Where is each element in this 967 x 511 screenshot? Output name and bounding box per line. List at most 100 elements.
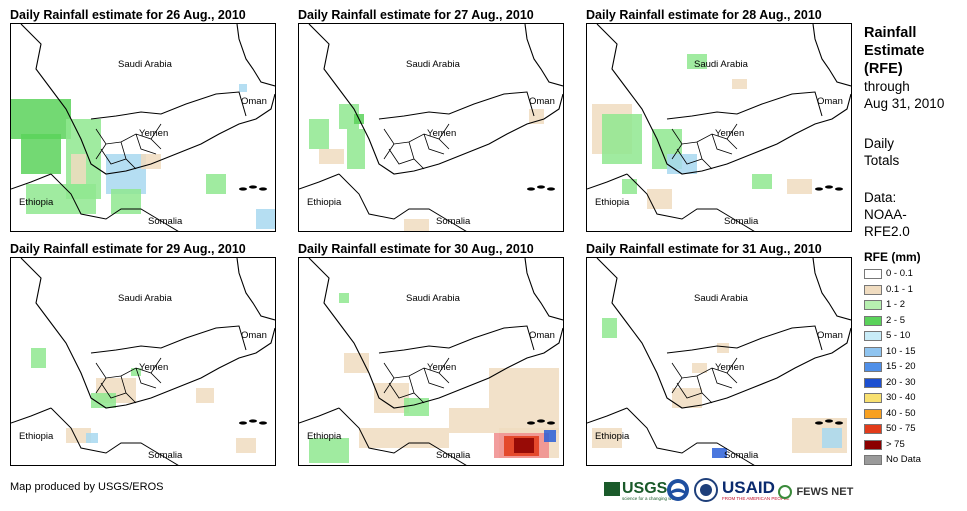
legend-swatch bbox=[864, 300, 882, 310]
map-label-saudi: Saudi Arabia bbox=[118, 59, 172, 70]
fews-net-text: FEWS NET bbox=[796, 485, 854, 498]
oman-coastline bbox=[236, 258, 275, 321]
map-label-yemen: Yemen bbox=[427, 128, 457, 139]
rainfall-area bbox=[717, 343, 729, 353]
legend-swatch bbox=[864, 393, 882, 403]
rainfall-area bbox=[236, 438, 256, 453]
map-svg bbox=[11, 24, 275, 231]
oman-coastline bbox=[524, 258, 563, 321]
map-label-ethiopia: Ethiopia bbox=[595, 197, 630, 208]
rainfall-area bbox=[732, 79, 747, 89]
map-panel-2: Saudi Arabia Oman Yemen Ethiopia Somalia bbox=[298, 23, 564, 232]
governorate-borders bbox=[671, 357, 738, 404]
map-svg bbox=[587, 24, 851, 231]
legend-swatch bbox=[864, 408, 882, 419]
oman-coastline bbox=[812, 24, 851, 87]
rainfall-area bbox=[239, 84, 247, 92]
rainfall-area bbox=[86, 433, 98, 443]
rainfall-area bbox=[26, 184, 96, 214]
oman-coastline bbox=[812, 258, 851, 321]
doi-seal bbox=[694, 478, 718, 507]
island bbox=[825, 185, 833, 189]
coastline bbox=[20, 258, 275, 409]
africa-coastline bbox=[50, 407, 179, 465]
legend-swatch bbox=[864, 439, 882, 450]
island bbox=[239, 421, 247, 425]
legend-swatch bbox=[864, 331, 882, 341]
rainfall-area bbox=[692, 363, 707, 373]
side-title-line2: Estimate bbox=[864, 43, 925, 59]
rainfall-area bbox=[71, 154, 86, 184]
rainfall-area bbox=[489, 368, 559, 408]
fews-net-icon bbox=[778, 484, 792, 499]
rainfall-area bbox=[339, 293, 349, 303]
map-svg bbox=[299, 258, 563, 465]
legend-label: 30 - 40 bbox=[886, 392, 916, 403]
rainfall-area bbox=[131, 368, 141, 376]
country-border bbox=[90, 325, 247, 354]
map-panel-5: Saudi Arabia Oman Yemen Ethiopia Somalia bbox=[298, 257, 564, 466]
coastline bbox=[308, 258, 563, 409]
map-label-yemen: Yemen bbox=[427, 362, 457, 373]
side-data: Data: NOAA- RFE2.0 bbox=[864, 189, 910, 240]
map-label-oman: Oman bbox=[241, 330, 267, 341]
rainfall-area bbox=[309, 119, 329, 149]
legend-swatch bbox=[864, 269, 882, 279]
map-label-somalia: Somalia bbox=[436, 450, 471, 461]
map-label-oman: Oman bbox=[241, 96, 267, 107]
side-title: Rainfall Estimate (RFE) through Aug 31, … bbox=[864, 24, 944, 112]
coastline bbox=[20, 24, 275, 175]
panel-title-3: Daily Rainfall estimate for 28 Aug., 201… bbox=[586, 8, 822, 22]
map-panel-6: Saudi Arabia Oman Yemen Ethiopia Somalia bbox=[586, 257, 852, 466]
country-border bbox=[90, 91, 247, 120]
island bbox=[239, 187, 247, 191]
legend-label: No Data bbox=[886, 454, 921, 465]
rainfall-area bbox=[359, 428, 449, 448]
island bbox=[527, 187, 535, 191]
side-daily-1: Daily bbox=[864, 136, 895, 151]
africa-coastline bbox=[587, 407, 628, 424]
governorate-borders bbox=[383, 123, 450, 170]
africa-coastline bbox=[338, 173, 467, 231]
legend-label: > 75 bbox=[886, 438, 905, 450]
africa-coastline bbox=[11, 173, 52, 190]
panel-title-1: Daily Rainfall estimate for 26 Aug., 201… bbox=[10, 8, 246, 22]
island bbox=[537, 185, 545, 189]
map-label-saudi: Saudi Arabia bbox=[406, 59, 460, 70]
africa-coastline bbox=[299, 173, 340, 190]
legend-label: 5 - 10 bbox=[886, 330, 911, 341]
map-panel-4: Saudi Arabia Oman Yemen Ethiopia Somalia bbox=[10, 257, 276, 466]
map-panel-3: Saudi Arabia Oman Yemen Ethiopia Somalia bbox=[586, 23, 852, 232]
governorate-borders bbox=[671, 123, 738, 170]
rainfall-area bbox=[309, 438, 349, 463]
coastline bbox=[596, 24, 851, 175]
island bbox=[249, 185, 257, 189]
legend-label: 1 - 2 bbox=[886, 299, 906, 310]
panel-title-2: Daily Rainfall estimate for 27 Aug., 201… bbox=[298, 8, 534, 22]
rainfall-area bbox=[31, 348, 46, 368]
footer-credit: Map produced by USGS/EROS bbox=[10, 481, 164, 493]
side-title-line1: Rainfall bbox=[864, 25, 917, 41]
rainfall-area bbox=[206, 174, 226, 194]
map-label-oman: Oman bbox=[817, 330, 843, 341]
map-label-ethiopia: Ethiopia bbox=[595, 431, 630, 442]
map-label-yemen: Yemen bbox=[139, 128, 169, 139]
map-label-somalia: Somalia bbox=[148, 450, 183, 461]
map-svg bbox=[299, 24, 563, 231]
rainfall-area bbox=[196, 388, 214, 403]
legend-label: 20 - 30 bbox=[886, 376, 916, 388]
map-panel-1: Saudi Arabia Oman Yemen Ethiopia Somalia bbox=[10, 23, 276, 232]
island bbox=[825, 419, 833, 423]
africa-coastline bbox=[626, 407, 755, 465]
oman-coastline bbox=[236, 24, 275, 87]
side-date: Aug 31, 2010 bbox=[864, 96, 945, 111]
legend-swatch bbox=[864, 455, 882, 465]
map-label-oman: Oman bbox=[529, 96, 555, 107]
coastline bbox=[308, 24, 563, 175]
map-label-saudi: Saudi Arabia bbox=[406, 293, 460, 304]
side-daily-2: Totals bbox=[864, 153, 900, 168]
island bbox=[259, 421, 267, 425]
side-data-label: Data: bbox=[864, 190, 897, 205]
legend-swatch bbox=[864, 377, 882, 388]
island bbox=[815, 187, 823, 191]
